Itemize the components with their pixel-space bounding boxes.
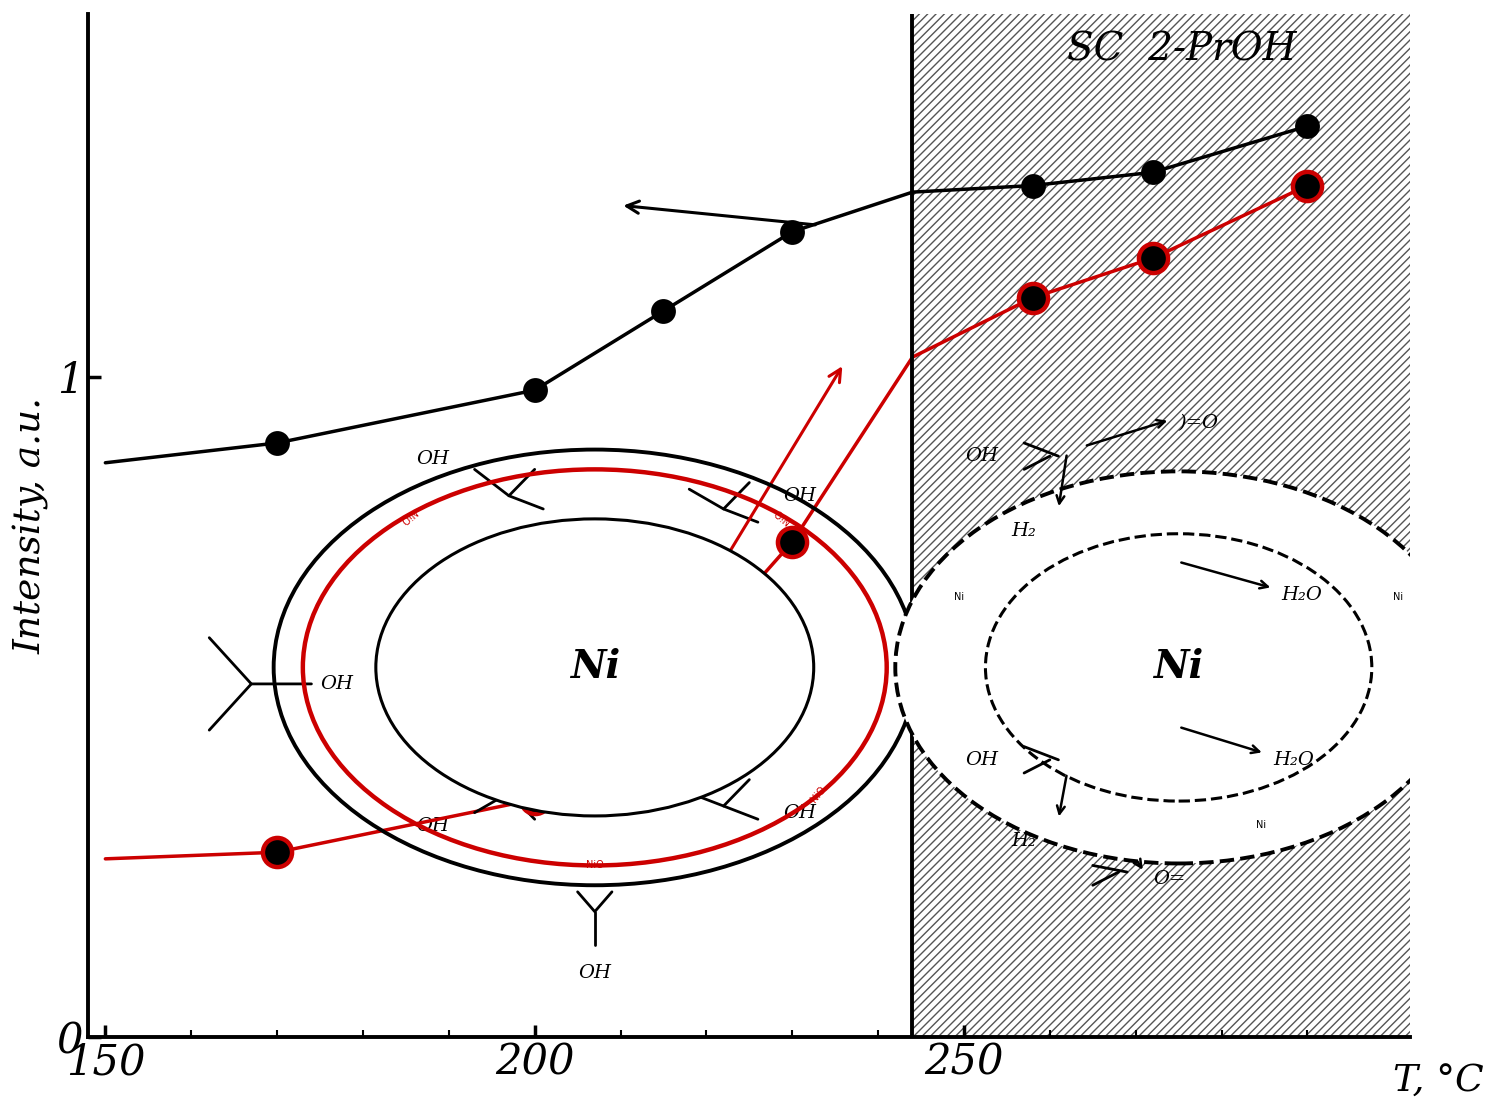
- Point: [522, 381, 546, 399]
- Point: [522, 791, 546, 808]
- Text: OH: OH: [579, 965, 612, 983]
- Point: [1020, 288, 1044, 306]
- Text: H₂O: H₂O: [1274, 751, 1314, 769]
- Text: OH: OH: [966, 751, 999, 769]
- Point: [1020, 176, 1044, 194]
- Text: OH: OH: [783, 487, 816, 505]
- Text: O=: O=: [1154, 869, 1185, 887]
- Text: T, °C: T, °C: [1394, 1064, 1484, 1099]
- Text: NiO: NiO: [586, 861, 603, 871]
- Text: SC  2-PrOH: SC 2-PrOH: [1066, 31, 1296, 68]
- Text: OH: OH: [966, 447, 999, 465]
- Text: NiO: NiO: [398, 506, 417, 526]
- Point: [651, 679, 675, 696]
- Y-axis label: Intensity, a.u.: Intensity, a.u.: [13, 397, 50, 654]
- Ellipse shape: [986, 533, 1372, 801]
- Point: [1142, 163, 1166, 181]
- Point: [1142, 250, 1166, 267]
- Text: Ni: Ni: [1257, 820, 1266, 830]
- Text: )=O: )=O: [1179, 414, 1218, 433]
- Text: OH: OH: [783, 804, 816, 822]
- Text: OH: OH: [416, 817, 448, 835]
- Text: H₂O: H₂O: [1281, 586, 1323, 603]
- Text: OH: OH: [416, 450, 448, 468]
- Point: [266, 843, 290, 861]
- Text: H₂: H₂: [1011, 833, 1036, 851]
- Point: [1296, 176, 1320, 194]
- Point: [266, 434, 290, 451]
- Text: Ni: Ni: [1394, 591, 1402, 601]
- Point: [780, 533, 804, 551]
- Ellipse shape: [376, 519, 813, 816]
- Bar: [912, 0, 1462, 1037]
- Text: Ni: Ni: [1154, 649, 1204, 686]
- Ellipse shape: [896, 471, 1462, 864]
- Point: [780, 223, 804, 241]
- Text: NiO: NiO: [808, 785, 828, 805]
- Text: Ni: Ni: [570, 649, 620, 686]
- Point: [1296, 118, 1320, 135]
- Text: Ni: Ni: [954, 591, 964, 601]
- Text: OH: OH: [320, 675, 352, 693]
- Point: [651, 302, 675, 319]
- Text: NiO: NiO: [772, 506, 792, 526]
- Text: H₂: H₂: [1011, 522, 1036, 540]
